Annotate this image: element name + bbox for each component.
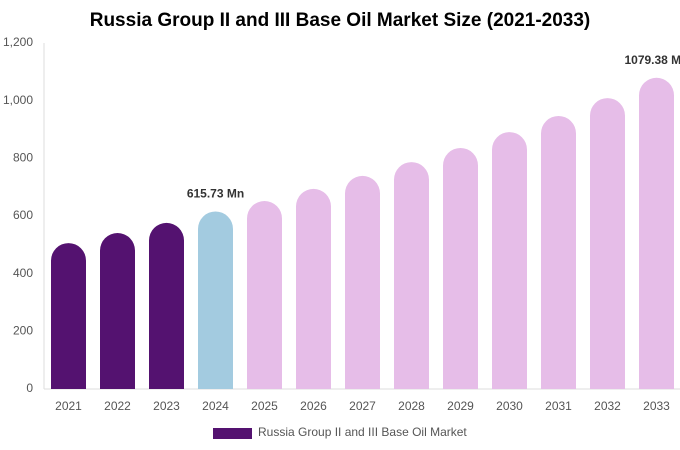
bar — [198, 211, 233, 389]
bar — [639, 77, 674, 390]
x-tick-label: 2026 — [300, 399, 327, 413]
y-tick-label: 600 — [13, 208, 33, 222]
bar — [541, 115, 576, 389]
legend-label: Russia Group II and III Base Oil Market — [258, 425, 467, 439]
x-tick-label: 2025 — [251, 399, 278, 413]
bar — [100, 233, 135, 389]
bar — [345, 175, 380, 389]
bar — [394, 162, 429, 389]
bar — [149, 222, 184, 389]
x-tick-label: 2030 — [496, 399, 523, 413]
y-tick-label: 200 — [13, 324, 33, 338]
y-tick-label: 0 — [26, 381, 33, 395]
x-tick-label: 2029 — [447, 399, 474, 413]
x-tick-label: 2032 — [594, 399, 621, 413]
bar — [296, 188, 331, 389]
x-tick-label: 2023 — [153, 399, 180, 413]
bar — [443, 147, 478, 389]
y-tick-label: 1,000 — [3, 93, 33, 107]
value-label: 615.73 Mn — [187, 187, 244, 201]
y-tick-label: 1,200 — [3, 35, 33, 49]
y-tick-label: 800 — [13, 151, 33, 165]
x-tick-label: 2028 — [398, 399, 425, 413]
y-tick-label: 400 — [13, 266, 33, 280]
bar — [51, 243, 86, 389]
legend-swatch — [213, 428, 252, 439]
chart-title: Russia Group II and III Base Oil Market … — [90, 10, 591, 31]
x-tick-label: 2031 — [545, 399, 572, 413]
x-tick-label: 2024 — [202, 399, 229, 413]
x-tick-label: 2022 — [104, 399, 131, 413]
x-tick-label: 2021 — [55, 399, 82, 413]
value-label: 1079.38 Mn — [624, 53, 680, 67]
x-tick-label: 2027 — [349, 399, 376, 413]
bar — [590, 98, 625, 390]
bar — [247, 201, 282, 389]
bar — [492, 132, 527, 389]
x-tick-label: 2033 — [643, 399, 670, 413]
